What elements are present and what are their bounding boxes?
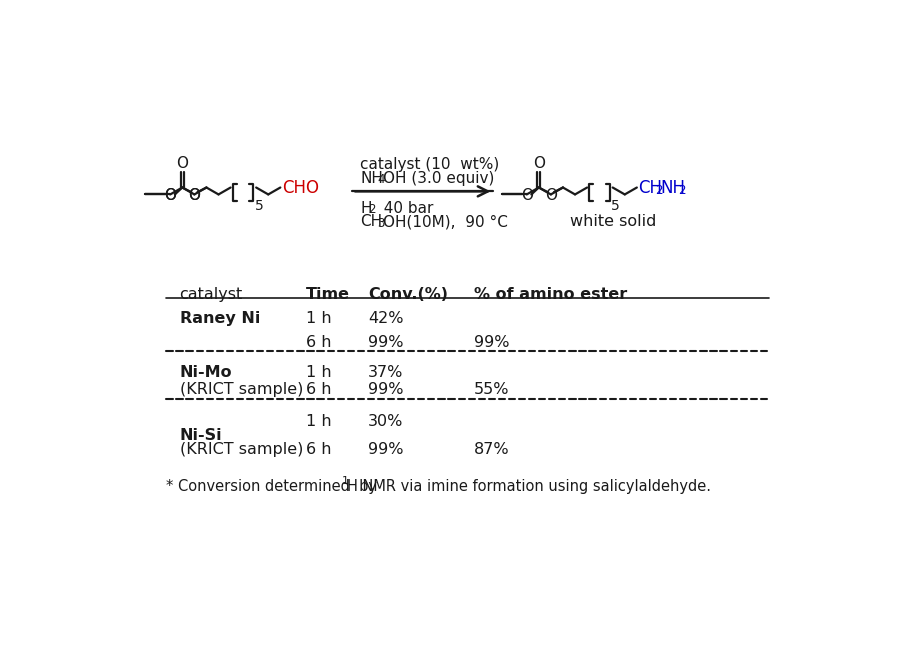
Text: O: O [176,156,188,172]
Text: 5: 5 [255,199,264,213]
Text: O: O [533,156,544,172]
Text: CH: CH [360,214,382,230]
Text: CH: CH [638,179,663,197]
Text: O: O [521,188,533,203]
Text: 37%: 37% [368,364,404,380]
Text: H: H [360,201,372,215]
Text: 6 h: 6 h [305,335,331,350]
Text: 99%: 99% [368,335,404,350]
Text: Ni-Mo: Ni-Mo [179,364,232,380]
Text: 1 h: 1 h [305,311,332,326]
Text: O: O [544,188,557,203]
Text: O: O [188,188,200,203]
Text: OH(10M),  90 °C: OH(10M), 90 °C [383,214,507,230]
Text: Conv.(%): Conv.(%) [368,287,448,302]
Text: 42%: 42% [368,311,404,326]
Text: 2: 2 [678,184,685,197]
Text: 30%: 30% [368,414,404,429]
Text: CHO: CHO [282,179,319,197]
Text: % of amino ester: % of amino ester [474,287,627,302]
Text: 2: 2 [655,184,663,197]
Text: NH: NH [661,179,686,197]
Text: 99%: 99% [368,442,404,457]
Text: 5: 5 [611,199,620,213]
Text: 6 h: 6 h [305,442,331,457]
Text: 40 bar: 40 bar [374,201,434,215]
Text: * Conversion determined  by: * Conversion determined by [166,479,386,494]
Text: 6 h: 6 h [305,382,331,397]
Text: OH (3.0 equiv): OH (3.0 equiv) [384,170,494,186]
Text: (KRICT sample): (KRICT sample) [179,382,303,397]
Text: 55%: 55% [474,382,510,397]
Text: 2: 2 [369,203,376,216]
Text: Time: Time [305,287,350,302]
Text: 3: 3 [377,217,385,230]
Text: O: O [188,188,200,203]
Text: 1: 1 [342,476,348,486]
Text: (KRICT sample): (KRICT sample) [179,442,303,457]
Text: 4: 4 [377,173,385,186]
Text: 99%: 99% [368,382,404,397]
Text: 99%: 99% [474,335,510,350]
FancyBboxPatch shape [190,189,199,200]
Text: O: O [165,188,176,203]
Text: 1 h: 1 h [305,364,332,380]
Text: catalyst: catalyst [179,287,243,302]
FancyBboxPatch shape [522,189,532,200]
Text: H NMR via imine formation using salicylaldehyde.: H NMR via imine formation using salicyla… [347,479,711,494]
Text: 1 h: 1 h [305,414,332,429]
Text: catalyst (10  wt%): catalyst (10 wt%) [360,157,499,172]
Text: 87%: 87% [474,442,510,457]
Text: O: O [165,188,176,203]
Text: Raney Ni: Raney Ni [179,311,260,326]
FancyBboxPatch shape [546,189,555,200]
Text: Ni-Si: Ni-Si [179,428,222,442]
Text: white solid: white solid [571,214,657,230]
Text: NH: NH [360,170,383,186]
FancyBboxPatch shape [165,189,175,200]
